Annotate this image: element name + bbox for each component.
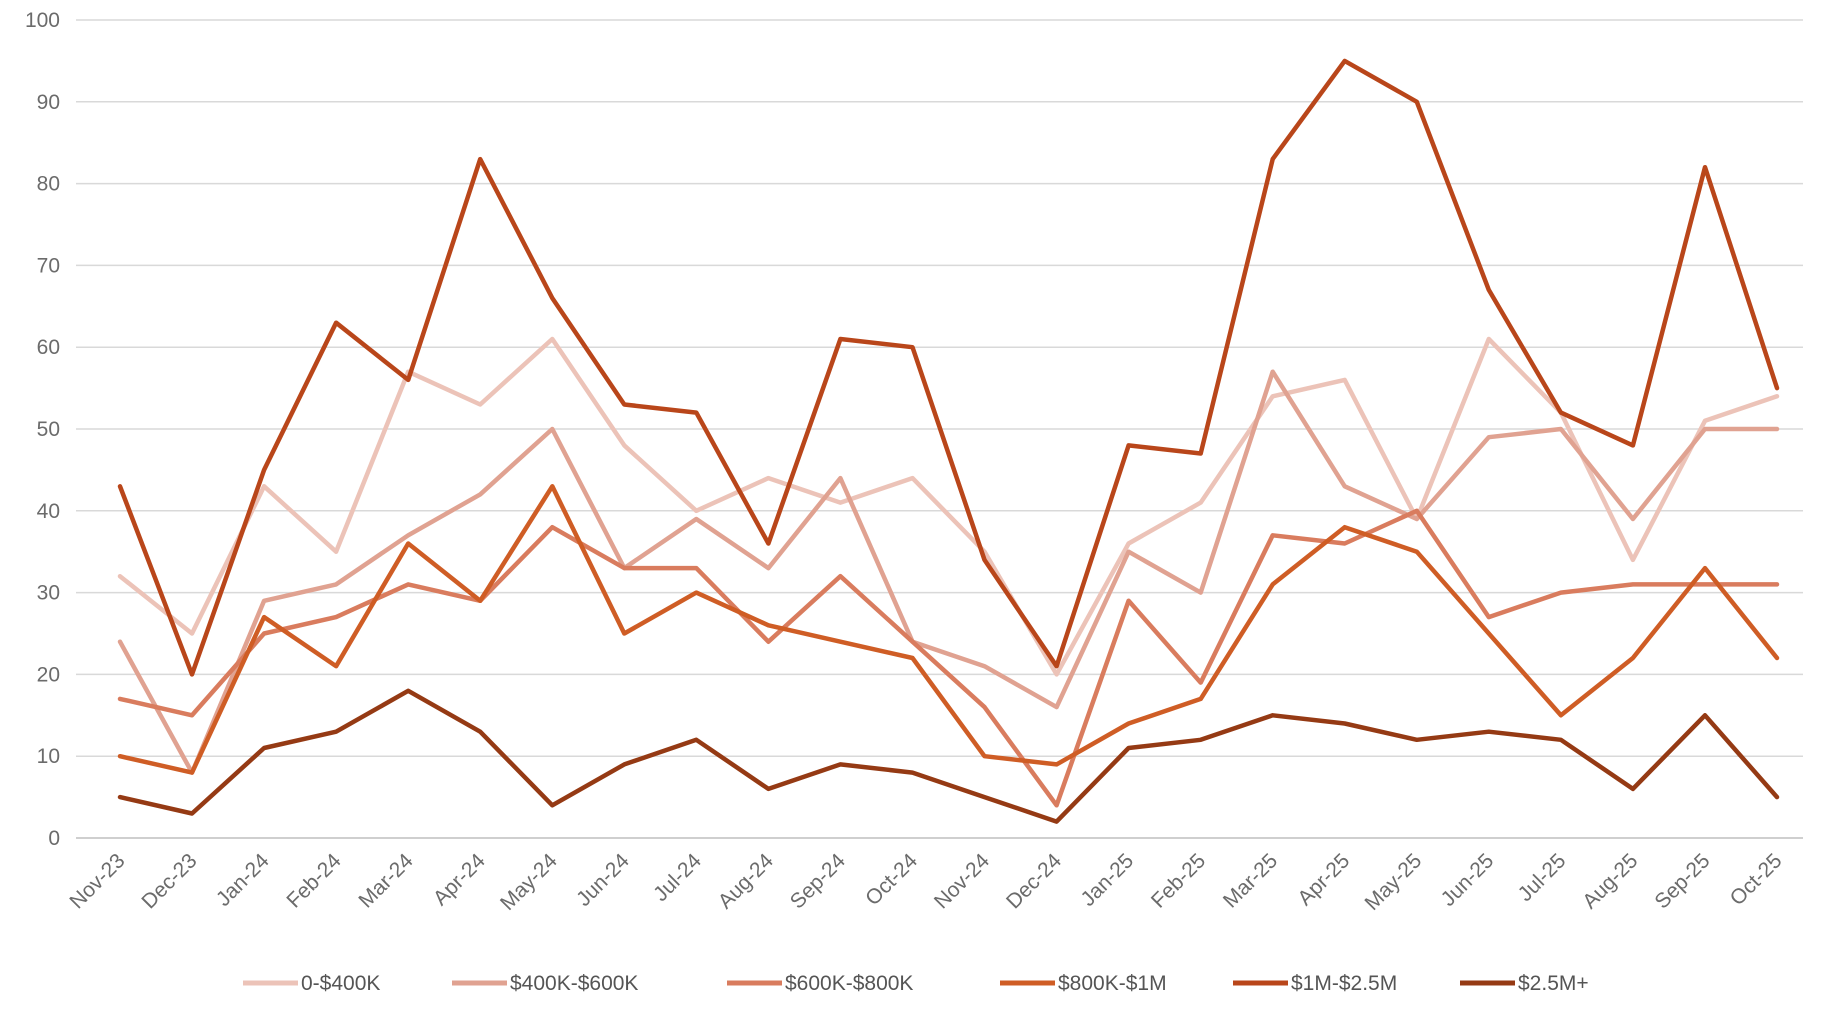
series-line-3 xyxy=(117,508,1780,808)
y-tick-label: 100 xyxy=(25,9,60,32)
x-tick-label: Jan-25 xyxy=(1076,849,1138,911)
series-line-2 xyxy=(117,369,1780,775)
y-tick-label: 90 xyxy=(37,91,60,114)
x-tick-label: Feb-25 xyxy=(1147,849,1210,912)
x-tick-label: Dec-23 xyxy=(137,849,201,913)
x-tick-label: May-25 xyxy=(1361,849,1427,915)
legend-label: 0-$400K xyxy=(301,972,380,995)
series-line-4 xyxy=(117,484,1780,775)
x-tick-label: Apr-25 xyxy=(1293,849,1354,910)
x-axis-ticks: Nov-23 Dec-23 Jan-24 Feb-24 Mar-24 Apr-24 May-… xyxy=(65,849,1786,915)
legend-item: $600K-$800K xyxy=(727,972,913,995)
legend-label: $800K-$1M xyxy=(1058,972,1167,995)
y-tick-label: 0 xyxy=(48,827,60,850)
legend-item: $800K-$1M xyxy=(1000,972,1167,995)
x-tick-label: Oct-24 xyxy=(861,849,922,910)
y-tick-label: 10 xyxy=(37,745,60,768)
y-tick-label: 60 xyxy=(37,336,60,359)
y-tick-label: 50 xyxy=(37,418,60,441)
series-lines xyxy=(117,58,1780,824)
x-tick-label: Apr-24 xyxy=(429,849,490,910)
x-tick-label: Sep-24 xyxy=(786,849,850,913)
y-tick-label: 70 xyxy=(37,254,60,277)
legend-label: $600K-$800K xyxy=(785,972,913,995)
legend-label: $400K-$600K xyxy=(510,972,638,995)
x-tick-label: Aug-25 xyxy=(1578,849,1642,913)
x-tick-label: Dec-24 xyxy=(1002,849,1066,913)
legend-item: $400K-$600K xyxy=(452,972,638,995)
y-tick-label: 30 xyxy=(37,582,60,605)
x-tick-label: Jun-24 xyxy=(572,849,634,911)
series-line-5 xyxy=(117,58,1780,677)
legend-item: $2.5M+ xyxy=(1460,972,1589,995)
x-tick-label: Nov-24 xyxy=(930,849,994,913)
x-tick-label: Mar-24 xyxy=(354,849,418,913)
x-tick-label: Mar-25 xyxy=(1219,849,1282,912)
legend-item: $1M-$2.5M xyxy=(1233,972,1397,995)
legend: 0-$400K $400K-$600K $600K-$800K $800K-$1M $1… xyxy=(243,972,1589,995)
x-tick-label: Jul-25 xyxy=(1514,849,1571,906)
series-line-6 xyxy=(117,688,1780,824)
y-tick-label: 80 xyxy=(37,173,60,196)
x-tick-label: Jan-24 xyxy=(212,849,274,911)
x-tick-label: Oct-25 xyxy=(1726,849,1787,910)
legend-label: $1M-$2.5M xyxy=(1291,972,1397,995)
x-tick-label: Sep-25 xyxy=(1650,849,1714,913)
y-tick-label: 20 xyxy=(37,663,60,686)
legend-item: 0-$400K xyxy=(243,972,380,995)
x-tick-label: Feb-24 xyxy=(282,849,346,913)
x-tick-label: Jul-24 xyxy=(649,849,706,906)
x-tick-label: May-24 xyxy=(496,849,562,915)
x-tick-label: Nov-23 xyxy=(65,849,129,913)
y-tick-label: 40 xyxy=(37,500,60,523)
x-tick-label: Aug-24 xyxy=(714,849,778,913)
series-line-1 xyxy=(117,336,1780,677)
x-tick-label: Jun-25 xyxy=(1437,849,1499,911)
y-axis-ticks: 0 10 20 30 40 50 60 70 80 90 100 xyxy=(25,9,60,850)
legend-label: $2.5M+ xyxy=(1518,972,1589,995)
